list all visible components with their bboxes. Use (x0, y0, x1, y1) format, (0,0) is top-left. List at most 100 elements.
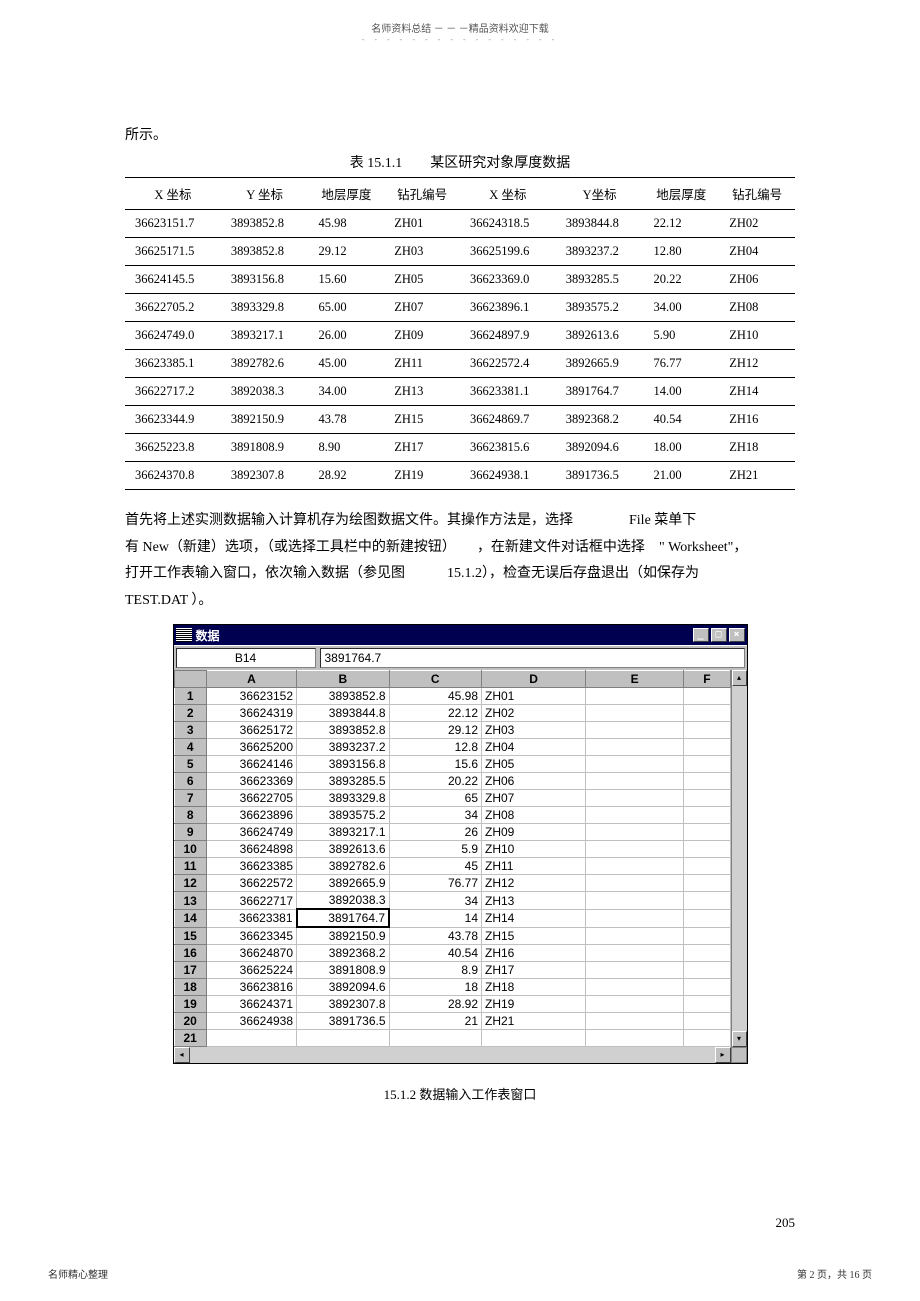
spreadsheet-cell[interactable]: ZH14 (482, 909, 586, 927)
spreadsheet-cell[interactable]: 3893285.5 (297, 773, 389, 790)
spreadsheet-cell[interactable] (586, 962, 684, 979)
spreadsheet-cell[interactable] (586, 841, 684, 858)
spreadsheet-cell[interactable] (586, 979, 684, 996)
spreadsheet-cell[interactable] (684, 996, 730, 1013)
column-header[interactable]: A (206, 671, 296, 688)
spreadsheet-cell[interactable]: 3893329.8 (297, 790, 389, 807)
row-header[interactable]: 6 (174, 773, 206, 790)
column-header[interactable]: D (482, 671, 586, 688)
spreadsheet-cell[interactable]: ZH03 (482, 722, 586, 739)
spreadsheet-cell[interactable]: 36624146 (206, 756, 296, 773)
spreadsheet-cell[interactable]: 36624870 (206, 945, 296, 962)
spreadsheet-cell[interactable]: 36623369 (206, 773, 296, 790)
spreadsheet-cell[interactable]: 36625172 (206, 722, 296, 739)
scroll-track[interactable] (732, 686, 747, 1031)
spreadsheet-cell[interactable] (684, 875, 730, 892)
spreadsheet-cell[interactable]: 36624938 (206, 1013, 296, 1030)
row-header[interactable]: 3 (174, 722, 206, 739)
spreadsheet-cell[interactable]: 3892613.6 (297, 841, 389, 858)
spreadsheet-cell[interactable]: 36623896 (206, 807, 296, 824)
spreadsheet-cell[interactable] (684, 1030, 730, 1047)
spreadsheet-cell[interactable] (586, 945, 684, 962)
spreadsheet-cell[interactable] (684, 739, 730, 756)
spreadsheet-cell[interactable]: 3893844.8 (297, 705, 389, 722)
corner-cell[interactable] (174, 671, 206, 688)
spreadsheet-cell[interactable]: 76.77 (389, 875, 481, 892)
spreadsheet-grid[interactable]: ABCDEF 1366231523893852.845.98ZH01236624… (174, 670, 731, 1047)
spreadsheet-cell[interactable]: 8.9 (389, 962, 481, 979)
spreadsheet-cell[interactable] (684, 824, 730, 841)
row-header[interactable]: 20 (174, 1013, 206, 1030)
spreadsheet-cell[interactable] (297, 1030, 389, 1047)
spreadsheet-cell[interactable]: 45.98 (389, 688, 481, 705)
spreadsheet-cell[interactable]: ZH07 (482, 790, 586, 807)
spreadsheet-cell[interactable]: 3893575.2 (297, 807, 389, 824)
row-header[interactable]: 16 (174, 945, 206, 962)
spreadsheet-cell[interactable] (684, 773, 730, 790)
cell-value-box[interactable]: 3891764.7 (320, 648, 745, 668)
spreadsheet-cell[interactable]: 28.92 (389, 996, 481, 1013)
spreadsheet-cell[interactable] (684, 962, 730, 979)
spreadsheet-cell[interactable]: 3893852.8 (297, 722, 389, 739)
row-header[interactable]: 18 (174, 979, 206, 996)
spreadsheet-cell[interactable]: 3893217.1 (297, 824, 389, 841)
spreadsheet-cell[interactable]: 3892782.6 (297, 858, 389, 875)
spreadsheet-cell[interactable]: 15.6 (389, 756, 481, 773)
spreadsheet-cell[interactable]: 3892307.8 (297, 996, 389, 1013)
spreadsheet-cell[interactable]: ZH08 (482, 807, 586, 824)
spreadsheet-cell[interactable]: 3891764.7 (297, 909, 389, 927)
spreadsheet-cell[interactable] (586, 996, 684, 1013)
spreadsheet-cell[interactable] (586, 1030, 684, 1047)
spreadsheet-cell[interactable]: ZH09 (482, 824, 586, 841)
column-header[interactable]: F (684, 671, 730, 688)
scroll-left-button[interactable]: ◂ (174, 1047, 190, 1063)
spreadsheet-cell[interactable] (586, 705, 684, 722)
spreadsheet-cell[interactable]: 5.9 (389, 841, 481, 858)
resize-grip[interactable] (731, 1047, 747, 1063)
spreadsheet-cell[interactable]: 3892038.3 (297, 892, 389, 910)
row-header[interactable]: 5 (174, 756, 206, 773)
spreadsheet-cell[interactable] (586, 807, 684, 824)
spreadsheet-cell[interactable]: 36624898 (206, 841, 296, 858)
row-header[interactable]: 4 (174, 739, 206, 756)
cell-reference-box[interactable]: B14 (176, 648, 316, 668)
row-header[interactable]: 17 (174, 962, 206, 979)
spreadsheet-cell[interactable] (684, 858, 730, 875)
window-titlebar[interactable]: 数据 _ □ × (174, 625, 747, 645)
spreadsheet-cell[interactable]: ZH01 (482, 688, 586, 705)
spreadsheet-cell[interactable] (586, 790, 684, 807)
spreadsheet-cell[interactable] (684, 841, 730, 858)
spreadsheet-cell[interactable]: 3891808.9 (297, 962, 389, 979)
spreadsheet-cell[interactable]: ZH11 (482, 858, 586, 875)
spreadsheet-cell[interactable]: ZH02 (482, 705, 586, 722)
spreadsheet-cell[interactable]: 26 (389, 824, 481, 841)
row-header[interactable]: 9 (174, 824, 206, 841)
spreadsheet-cell[interactable] (684, 722, 730, 739)
spreadsheet-cell[interactable]: ZH18 (482, 979, 586, 996)
row-header[interactable]: 21 (174, 1030, 206, 1047)
row-header[interactable]: 10 (174, 841, 206, 858)
spreadsheet-cell[interactable] (684, 807, 730, 824)
spreadsheet-cell[interactable] (684, 979, 730, 996)
spreadsheet-cell[interactable] (684, 1013, 730, 1030)
spreadsheet-cell[interactable] (684, 927, 730, 945)
spreadsheet-cell[interactable]: ZH04 (482, 739, 586, 756)
spreadsheet-cell[interactable]: 3892150.9 (297, 927, 389, 945)
spreadsheet-cell[interactable]: ZH06 (482, 773, 586, 790)
row-header[interactable]: 13 (174, 892, 206, 910)
spreadsheet-cell[interactable]: 36623152 (206, 688, 296, 705)
spreadsheet-cell[interactable] (586, 722, 684, 739)
scroll-right-button[interactable]: ▸ (715, 1047, 731, 1063)
spreadsheet-cell[interactable]: 40.54 (389, 945, 481, 962)
spreadsheet-cell[interactable] (586, 688, 684, 705)
spreadsheet-cell[interactable] (586, 1013, 684, 1030)
spreadsheet-cell[interactable]: 3891736.5 (297, 1013, 389, 1030)
spreadsheet-cell[interactable] (389, 1030, 481, 1047)
spreadsheet-cell[interactable]: ZH16 (482, 945, 586, 962)
spreadsheet-cell[interactable]: 36625200 (206, 739, 296, 756)
spreadsheet-cell[interactable]: ZH19 (482, 996, 586, 1013)
row-header[interactable]: 14 (174, 909, 206, 927)
spreadsheet-cell[interactable] (586, 773, 684, 790)
spreadsheet-cell[interactable]: ZH13 (482, 892, 586, 910)
spreadsheet-cell[interactable]: 3893156.8 (297, 756, 389, 773)
